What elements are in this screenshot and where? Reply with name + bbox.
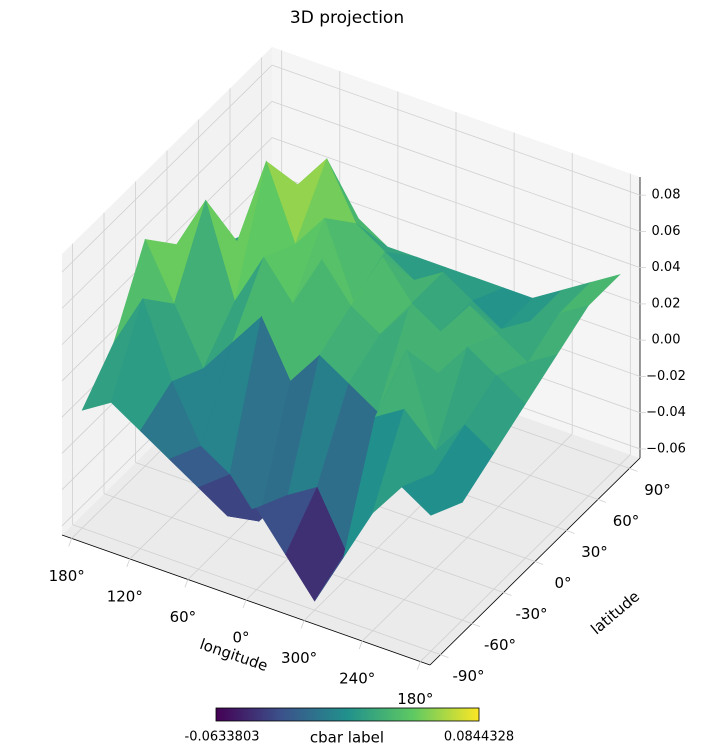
y-tick <box>566 530 575 534</box>
grid-line <box>271 137 641 269</box>
y-tick-label: 90° <box>644 481 671 499</box>
y-tick <box>471 623 481 627</box>
x-tick-label: 180° <box>49 567 85 585</box>
x-tick-label: 180° <box>397 690 433 708</box>
y-tick-label: -60° <box>484 636 516 654</box>
z-tick-label: −0.02 <box>646 369 686 384</box>
grid-line <box>271 64 641 196</box>
x-tick-label: 300° <box>281 649 317 667</box>
y-tick-label: -90° <box>453 667 485 685</box>
surface <box>81 158 621 602</box>
surface-patch <box>401 473 463 516</box>
x-tick-label: 240° <box>339 670 375 688</box>
colorbar-max: 0.0844328 <box>444 730 514 745</box>
grid-line <box>72 524 441 656</box>
y-tick <box>503 592 512 596</box>
x-tick-label: 120° <box>107 587 143 605</box>
grid-line <box>271 101 641 232</box>
colorbar-label: cbar label <box>310 729 384 747</box>
y-tick-label: -30° <box>516 605 548 623</box>
colorbar <box>215 707 480 722</box>
x-tick <box>242 599 247 609</box>
z-tick-label: 0.00 <box>652 333 681 348</box>
x-tick <box>68 538 73 547</box>
grid-line <box>61 101 273 309</box>
x-tick-label: 0° <box>232 629 249 647</box>
colorbar-min: -0.0633803 <box>185 730 260 745</box>
x-tick-label: 60° <box>170 608 197 626</box>
z-tick-label: −0.04 <box>646 405 686 420</box>
x-tick <box>300 620 305 629</box>
z-tick-label: 0.04 <box>652 260 681 275</box>
grid-line <box>61 137 273 345</box>
x-tick <box>184 579 189 588</box>
z-tick-label: 0.06 <box>652 224 681 239</box>
grid-line <box>61 64 273 273</box>
y-tick-label: 30° <box>581 543 608 561</box>
y-tick-label: 0° <box>554 574 571 592</box>
y-tick <box>534 561 544 565</box>
y-tick <box>629 467 638 472</box>
x-tick <box>416 661 421 670</box>
chart-title: 3D projection <box>290 8 404 28</box>
z-tick-label: 0.02 <box>652 296 681 311</box>
x-tick <box>126 558 131 568</box>
y-tick <box>440 654 449 659</box>
z-tick-label: 0.08 <box>652 188 681 203</box>
y-tick-label: 60° <box>613 512 640 530</box>
z-tick-label: −0.06 <box>646 441 686 456</box>
y-tick <box>597 499 607 503</box>
y-axis-label: latitude <box>587 587 643 638</box>
x-tick <box>358 640 363 650</box>
